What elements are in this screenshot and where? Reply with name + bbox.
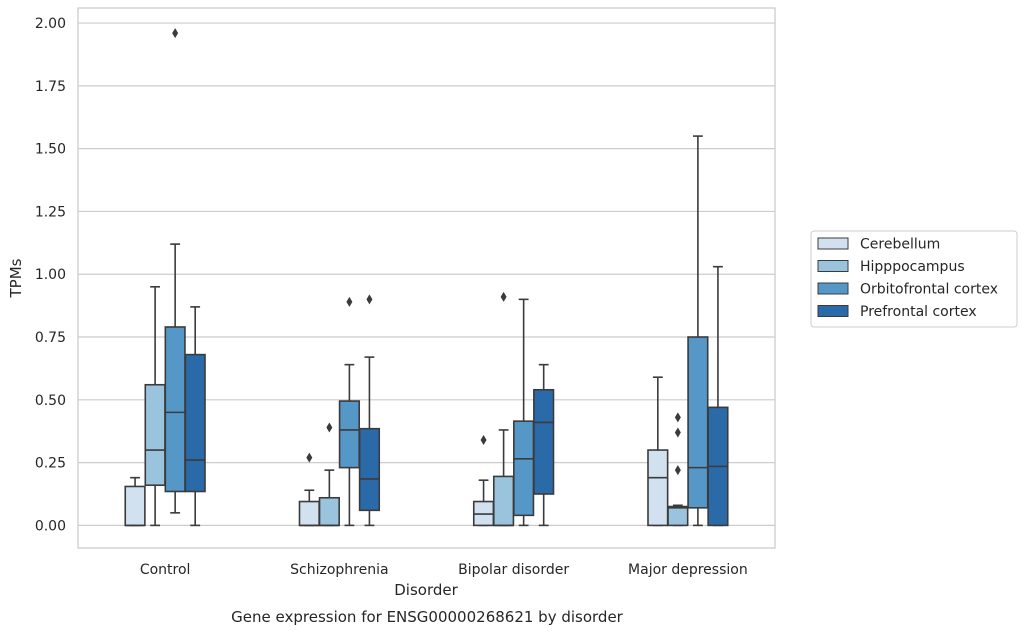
outlier-marker	[674, 465, 681, 476]
box-2-2	[513, 298, 535, 527]
legend-frame	[810, 230, 1018, 328]
box	[144, 383, 166, 487]
outlier-marker	[480, 435, 487, 445]
box-1-2	[492, 291, 515, 527]
y-tick-label: 0.00	[35, 518, 66, 534]
box	[647, 449, 669, 527]
box-groups	[124, 28, 729, 527]
y-tick-label: 0.75	[35, 330, 66, 346]
plot-frame	[77, 7, 776, 549]
y-tick-label: 2.00	[35, 16, 66, 32]
outlier-marker	[346, 296, 353, 307]
box	[184, 353, 206, 493]
box	[298, 500, 320, 527]
legend: Cerebellum Hipppocampus Orbitofrontal cort…	[810, 230, 1018, 328]
y-tick-label: 1.25	[35, 204, 66, 220]
box-2-3	[687, 135, 709, 527]
chart-caption: Gene expression for ENSG00000268621 by d…	[231, 608, 624, 626]
box	[492, 475, 515, 527]
box-2-1	[338, 296, 361, 527]
y-tick-label: 0.25	[35, 456, 66, 472]
box-3-1	[358, 294, 381, 527]
x-axis-label: Disorder	[394, 581, 458, 599]
x-tick-labels: Control Schizophrenia Bipolar disorder Majo…	[140, 562, 748, 578]
box	[687, 336, 709, 509]
y-tick-labels: 0.00 0.25 0.50 0.75 1.00 1.25 1.50 1.75 2.00	[35, 16, 66, 534]
legend-swatch	[817, 305, 849, 317]
box-3-0	[184, 306, 206, 527]
box	[358, 427, 381, 512]
outlier-marker	[326, 422, 333, 433]
box	[513, 420, 535, 517]
box	[318, 496, 340, 527]
outlier-marker	[674, 412, 681, 423]
outlier-marker	[674, 427, 681, 438]
x-tick-label: Major depression	[628, 562, 748, 578]
y-tick-label: 1.50	[35, 142, 66, 158]
box	[338, 400, 361, 469]
y-tick-label: 0.50	[35, 393, 66, 409]
box-3-3	[707, 265, 729, 527]
box-0-2	[472, 435, 495, 527]
x-tick-label: Control	[140, 562, 191, 578]
legend-label: Cerebellum	[860, 237, 940, 253]
box	[533, 388, 555, 495]
legend-swatch	[817, 260, 849, 272]
y-tick-label: 1.75	[35, 79, 66, 95]
legend-label: Prefrontal cortex	[860, 304, 977, 320]
outlier-marker	[172, 28, 179, 39]
box	[667, 505, 689, 527]
outlier-marker	[306, 452, 313, 463]
box-1-3	[667, 412, 689, 527]
x-tick-label: Schizophrenia	[290, 562, 388, 578]
legend-swatch	[817, 237, 849, 250]
legend-label: Orbitofrontal cortex	[860, 282, 998, 298]
box-1-1	[318, 422, 340, 527]
outlier-marker	[500, 291, 507, 302]
x-tick-label: Bipolar disorder	[458, 562, 569, 578]
box	[164, 326, 186, 493]
box-0-0	[124, 476, 146, 527]
y-axis-label: TPMs	[7, 258, 25, 298]
box-3-2	[533, 363, 555, 527]
outlier-marker	[366, 294, 373, 305]
legend-swatch	[817, 282, 849, 295]
legend-label: Hipppocampus	[860, 259, 965, 275]
box	[124, 485, 146, 527]
y-tick-label: 1.00	[35, 267, 66, 283]
box-0-3	[647, 376, 669, 527]
